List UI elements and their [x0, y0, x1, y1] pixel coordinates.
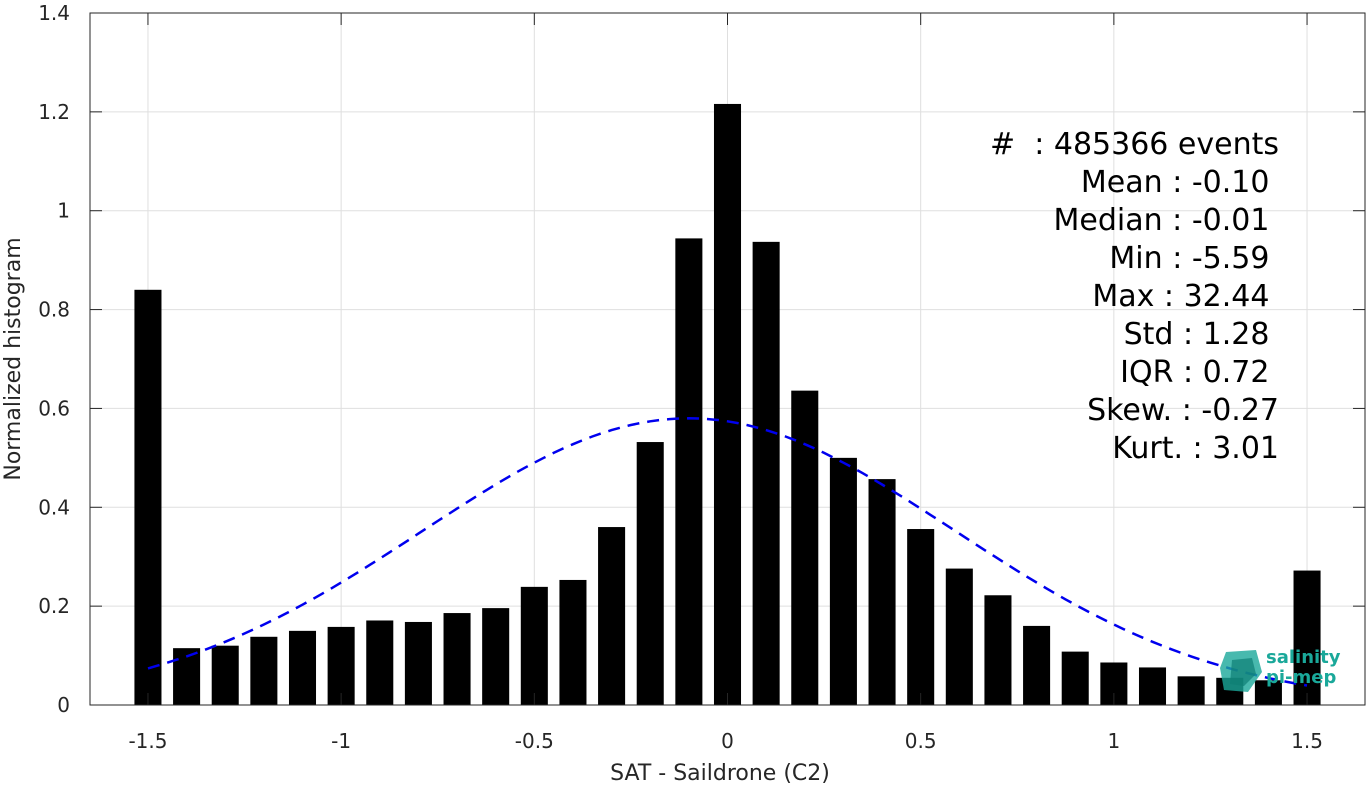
histogram-bar: [327, 626, 355, 705]
histogram-bar: [713, 103, 742, 706]
histogram-bar: [1254, 680, 1282, 705]
histogram-bar: [636, 442, 664, 705]
histogram-bar: [482, 608, 510, 705]
axes-box: [89, 12, 1366, 706]
histogram-bar: [1293, 570, 1321, 705]
histogram-bar: [1061, 651, 1089, 705]
y-tick-labels: 0 0.2 0.4 0.6 0.8 1 1.2 1.4: [38, 1, 70, 717]
stat-min: Min : -5.59: [1109, 241, 1279, 276]
histogram-bar: [211, 645, 239, 705]
histogram-bar: [1138, 667, 1167, 705]
histogram-bar: [1177, 676, 1205, 705]
x-tick-label: 0.5: [905, 729, 937, 753]
x-tick-label: -0.5: [515, 729, 554, 753]
x-axis-label: SAT - Saildrone (C2): [610, 761, 830, 785]
stat-median: Median : -0.01: [1053, 203, 1279, 238]
y-tick-label: 0.4: [38, 495, 70, 519]
normal-fit-curve: [147, 417, 1308, 687]
stat-kurt: Kurt. : 3.01: [1112, 431, 1279, 466]
histogram-bar: [404, 621, 432, 705]
histogram-bar: [675, 238, 703, 705]
x-tick-labels: -1.5 -1 -0.5 0 0.5 1 1.5: [128, 729, 1323, 753]
x-tick-label: 0: [721, 729, 734, 753]
histogram-bar: [907, 529, 935, 705]
y-tick-label: 1.4: [38, 1, 70, 25]
y-tick-label: 1.2: [38, 100, 70, 124]
histogram-bar: [288, 630, 317, 705]
y-axis-label: Normalized histogram: [1, 237, 26, 480]
stat-max: Max : 32.44: [1092, 279, 1279, 314]
histogram-bar: [520, 586, 548, 705]
histogram-bar: [366, 620, 394, 705]
stat-events: # : 485366 events: [990, 127, 1279, 162]
x-tick-label: 1.5: [1291, 729, 1323, 753]
logo-text: salinity pi-mep: [1266, 648, 1341, 688]
histogram-bar: [598, 527, 626, 705]
x-tick-label: 1: [1107, 729, 1120, 753]
histogram-bar: [443, 613, 471, 705]
histogram-bar: [134, 289, 162, 705]
stat-iqr: IQR : 0.72: [1120, 355, 1279, 390]
histogram-bar: [829, 457, 857, 705]
y-tick-label: 0.8: [38, 298, 70, 322]
logo-line-2: pi-mep: [1266, 667, 1337, 688]
statistics-box: # : 485366 events Mean : -0.10 Median : …: [990, 126, 1279, 468]
histogram-bar: [868, 479, 896, 705]
histogram-bar: [945, 568, 973, 705]
histogram-bar: [752, 241, 780, 705]
salinity-pimep-logo: salinity pi-mep: [1218, 646, 1348, 696]
logo-mark-icon: [1220, 650, 1262, 692]
y-tick-label: 1: [57, 199, 70, 223]
histogram-bar: [1023, 625, 1051, 705]
logo-line-1: salinity: [1266, 647, 1341, 668]
y-tick-label: 0.6: [38, 396, 70, 420]
stat-mean: Mean : -0.10: [1080, 165, 1279, 200]
x-tick-label: -1: [331, 729, 351, 753]
histogram-bar: [984, 595, 1012, 705]
y-tick-label: 0.2: [38, 594, 70, 618]
histogram-bar: [559, 579, 587, 705]
bar-series: [134, 103, 1321, 706]
stat-std: Std : 1.28: [1123, 317, 1279, 352]
x-tick-label: -1.5: [128, 729, 167, 753]
histogram-bar: [791, 390, 819, 705]
y-tick-label: 0: [57, 693, 70, 717]
stat-skew: Skew. : -0.27: [1087, 393, 1279, 428]
histogram-bar: [250, 636, 278, 705]
